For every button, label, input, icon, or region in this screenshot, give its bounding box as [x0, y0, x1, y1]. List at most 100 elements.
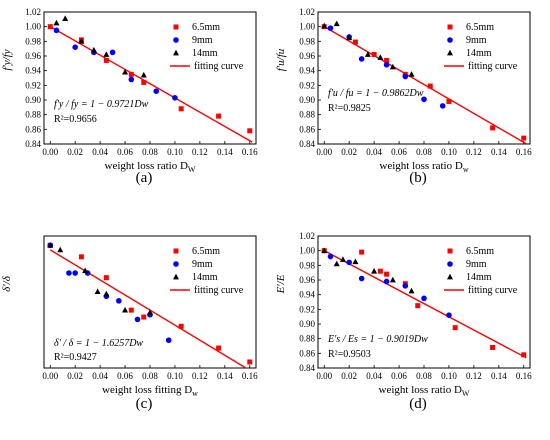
- data-point: [352, 39, 358, 45]
- y-tick-label: 1.00: [25, 22, 41, 32]
- panel-label: (b): [409, 170, 427, 186]
- data-point: [446, 98, 452, 104]
- fitting-curve-line: [323, 250, 527, 359]
- y-tick-label: 0.96: [299, 51, 315, 61]
- data-point: [128, 76, 135, 83]
- x-tick-label: 0.00: [316, 147, 332, 157]
- x-tick-label: 0.12: [192, 147, 208, 157]
- plot-frame: [317, 11, 531, 145]
- data-point: [53, 19, 60, 26]
- fitting-curve-line: [49, 26, 253, 143]
- x-tick-label: 0.16: [516, 147, 532, 157]
- y-tick-label: 0.86: [299, 348, 315, 358]
- data-point: [128, 71, 134, 77]
- y-tick-label: 0.84: [299, 363, 315, 373]
- x-axis-title-sub: W: [462, 389, 470, 398]
- data-point: [364, 51, 371, 57]
- y-tick-label: 0.96: [25, 51, 41, 61]
- data-point: [62, 15, 69, 21]
- legend: 6.5mm 9mm 14mm fitting curve: [444, 246, 518, 296]
- legend-entry: 6.5mm: [466, 246, 494, 257]
- data-point: [94, 288, 101, 294]
- x-tick-label: 0.04: [366, 147, 382, 157]
- y-axis-title: f'y/fy: [1, 49, 13, 70]
- y-tick-label: 0.90: [299, 95, 315, 105]
- data-point: [47, 242, 54, 248]
- legend: 6.5mm 9mm 14mm fitting curve: [444, 22, 518, 72]
- y-tick-label: 0.96: [299, 275, 315, 285]
- legend-swatch: [447, 49, 453, 56]
- y-tick-label: 0.94: [299, 66, 315, 76]
- data-point: [339, 256, 346, 262]
- data-point: [78, 38, 85, 44]
- data-point: [140, 71, 147, 78]
- data-point: [122, 306, 129, 313]
- series-65mm: [321, 24, 527, 141]
- data-point: [141, 314, 147, 320]
- data-point: [147, 309, 153, 315]
- data-point: [321, 247, 328, 254]
- data-point: [377, 54, 384, 60]
- legend-swatch: [173, 248, 179, 254]
- x-tick-label: 0.00: [42, 147, 58, 157]
- legend-swatch: [447, 248, 453, 254]
- legend-entry: 14mm: [192, 48, 218, 59]
- x-axis-title-main: weight loss ratio D: [105, 160, 188, 172]
- y-tick-label: 0.88: [299, 334, 315, 344]
- y-tick-label: 0.84: [25, 139, 41, 149]
- series-9mm: [327, 25, 446, 109]
- data-point: [103, 57, 109, 63]
- data-point: [421, 295, 427, 302]
- y-tick-label: 0.90: [299, 319, 315, 329]
- legend-entry: 14mm: [192, 272, 218, 283]
- x-axis-title-main: weight loss ratio D: [379, 384, 462, 396]
- y-tick-label: 0.84: [299, 139, 315, 149]
- data-point: [172, 95, 178, 101]
- x-tick-label: 0.02: [341, 147, 357, 157]
- x-tick-label: 0.08: [416, 371, 432, 381]
- data-point: [178, 106, 184, 112]
- legend-swatch: [173, 37, 179, 43]
- legend-swatch: [447, 37, 453, 43]
- y-tick-label: 0.98: [299, 260, 315, 270]
- x-tick-label: 0.14: [217, 147, 233, 157]
- r-squared-label: R²=0.9427: [54, 352, 97, 363]
- legend: 6.5mm 9mm 14mm fitting curve: [170, 22, 244, 72]
- x-tick-label: 0.10: [441, 147, 457, 157]
- x-tick-label: 0.00: [42, 371, 58, 381]
- data-point: [490, 125, 496, 131]
- legend-entry: 6.5mm: [192, 246, 220, 257]
- data-point: [122, 68, 129, 75]
- data-point: [352, 258, 359, 265]
- data-point: [383, 62, 390, 68]
- chart-panel-3: 0.00 0.02 0.04 0.06 0.08 0.10 0.12 0.14 0.16 weig…: [1, 235, 258, 398]
- data-point: [333, 260, 340, 267]
- y-tick-label: 0.94: [299, 290, 315, 300]
- legend: 6.5mm 9mm 14mm fitting curve: [170, 246, 244, 296]
- panel-label: (d): [409, 396, 427, 412]
- chart-panel-4: 0.00 0.02 0.04 0.06 0.08 0.10 0.12 0.14 0.16 0.84…: [275, 231, 532, 398]
- r-squared-label: R²=0.9503: [328, 349, 371, 360]
- data-point: [384, 57, 390, 63]
- data-point: [384, 271, 390, 277]
- x-tick-label: 0.10: [441, 371, 457, 381]
- data-point: [358, 275, 365, 282]
- data-point: [134, 316, 141, 323]
- data-point: [402, 283, 409, 289]
- legend-entry: 9mm: [192, 259, 213, 270]
- x-tick-label: 0.06: [391, 371, 407, 381]
- x-tick-label: 0.04: [92, 147, 108, 157]
- x-tick-label: 0.08: [142, 371, 158, 381]
- data-point: [82, 267, 89, 274]
- y-axis-title: δ'/δ: [1, 275, 13, 292]
- x-tick-label: 0.10: [167, 371, 183, 381]
- data-point: [141, 79, 147, 85]
- r-squared-label: R²=0.9825: [328, 103, 371, 114]
- legend-swatch: [173, 49, 179, 56]
- data-point: [452, 325, 458, 331]
- x-tick-label: 0.04: [366, 371, 382, 381]
- data-point: [346, 259, 352, 266]
- panel-label: (a): [136, 170, 153, 186]
- fit-equation: E's / Es = 1 − 0.9019Dw: [327, 334, 428, 345]
